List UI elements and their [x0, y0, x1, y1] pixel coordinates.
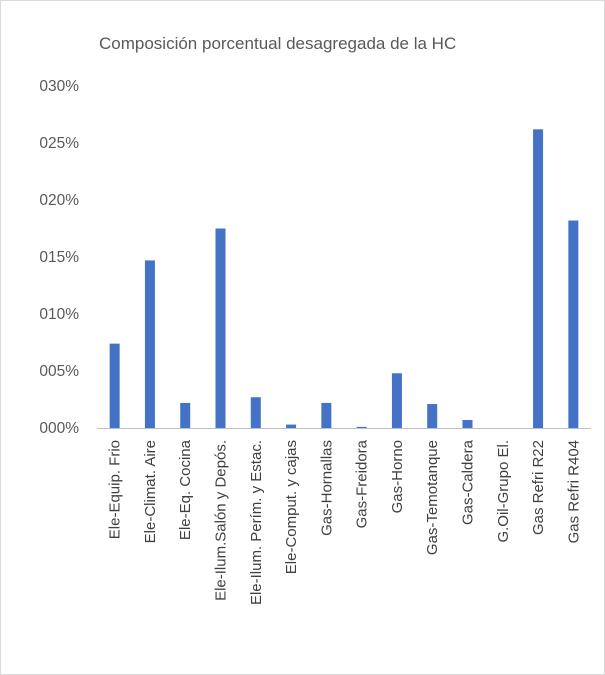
- bar: [144, 260, 155, 428]
- bar: [286, 424, 297, 428]
- bar: [109, 343, 120, 428]
- bar: [462, 420, 473, 428]
- x-tick-label: G.Oil-Grupo El.: [495, 440, 512, 543]
- x-tick-label: Gas Refri R22: [530, 440, 547, 535]
- x-tick-label: Gas-Temotanque: [424, 440, 441, 555]
- y-tick-label: 030%: [39, 78, 79, 95]
- x-tick-label: Ele-Comput. y cajas: [283, 440, 300, 574]
- bar: [180, 402, 191, 428]
- y-axis-ticks: 000% 005% 010% 015% 020% 025% 030%: [39, 78, 79, 437]
- bar: [356, 426, 367, 428]
- x-tick-label: Gas-Freidora: [354, 439, 371, 528]
- x-tick-label: Ele-Equip. Frio: [107, 440, 124, 539]
- x-tick-label: Gas-Caldera: [460, 439, 477, 525]
- x-tick-label: Ele-Ilum. Perím. y Estac.: [248, 440, 265, 605]
- x-tick-label: Ele-Ilum.Salón y Depós.: [213, 440, 230, 601]
- bar: [533, 129, 544, 428]
- y-tick-label: 010%: [39, 306, 79, 323]
- bar: [427, 404, 438, 428]
- bar: [568, 220, 579, 428]
- x-tick-label: Gas Refri R404: [565, 440, 582, 543]
- y-tick-label: 020%: [39, 192, 79, 209]
- x-tick-label: Ele-Eq. Cocina: [177, 439, 194, 540]
- bar: [250, 397, 261, 428]
- bar: [215, 228, 226, 428]
- chart-title: Composición porcentual desagregada de la…: [99, 34, 456, 53]
- x-tick-label: Gas-Hornallas: [318, 440, 335, 536]
- y-tick-label: 005%: [39, 363, 79, 380]
- y-tick-label: 000%: [39, 420, 79, 437]
- y-tick-label: 025%: [39, 135, 79, 152]
- x-tick-label: Gas-Horno: [389, 440, 406, 513]
- x-axis-ticks: Ele-Equip. Frio Ele-Climat. Aire Ele-Eq. C…: [107, 439, 583, 605]
- bar: [321, 402, 332, 428]
- y-tick-label: 015%: [39, 249, 79, 266]
- bars: [109, 129, 579, 428]
- bar: [391, 373, 402, 428]
- x-tick-label: Ele-Climat. Aire: [142, 440, 159, 543]
